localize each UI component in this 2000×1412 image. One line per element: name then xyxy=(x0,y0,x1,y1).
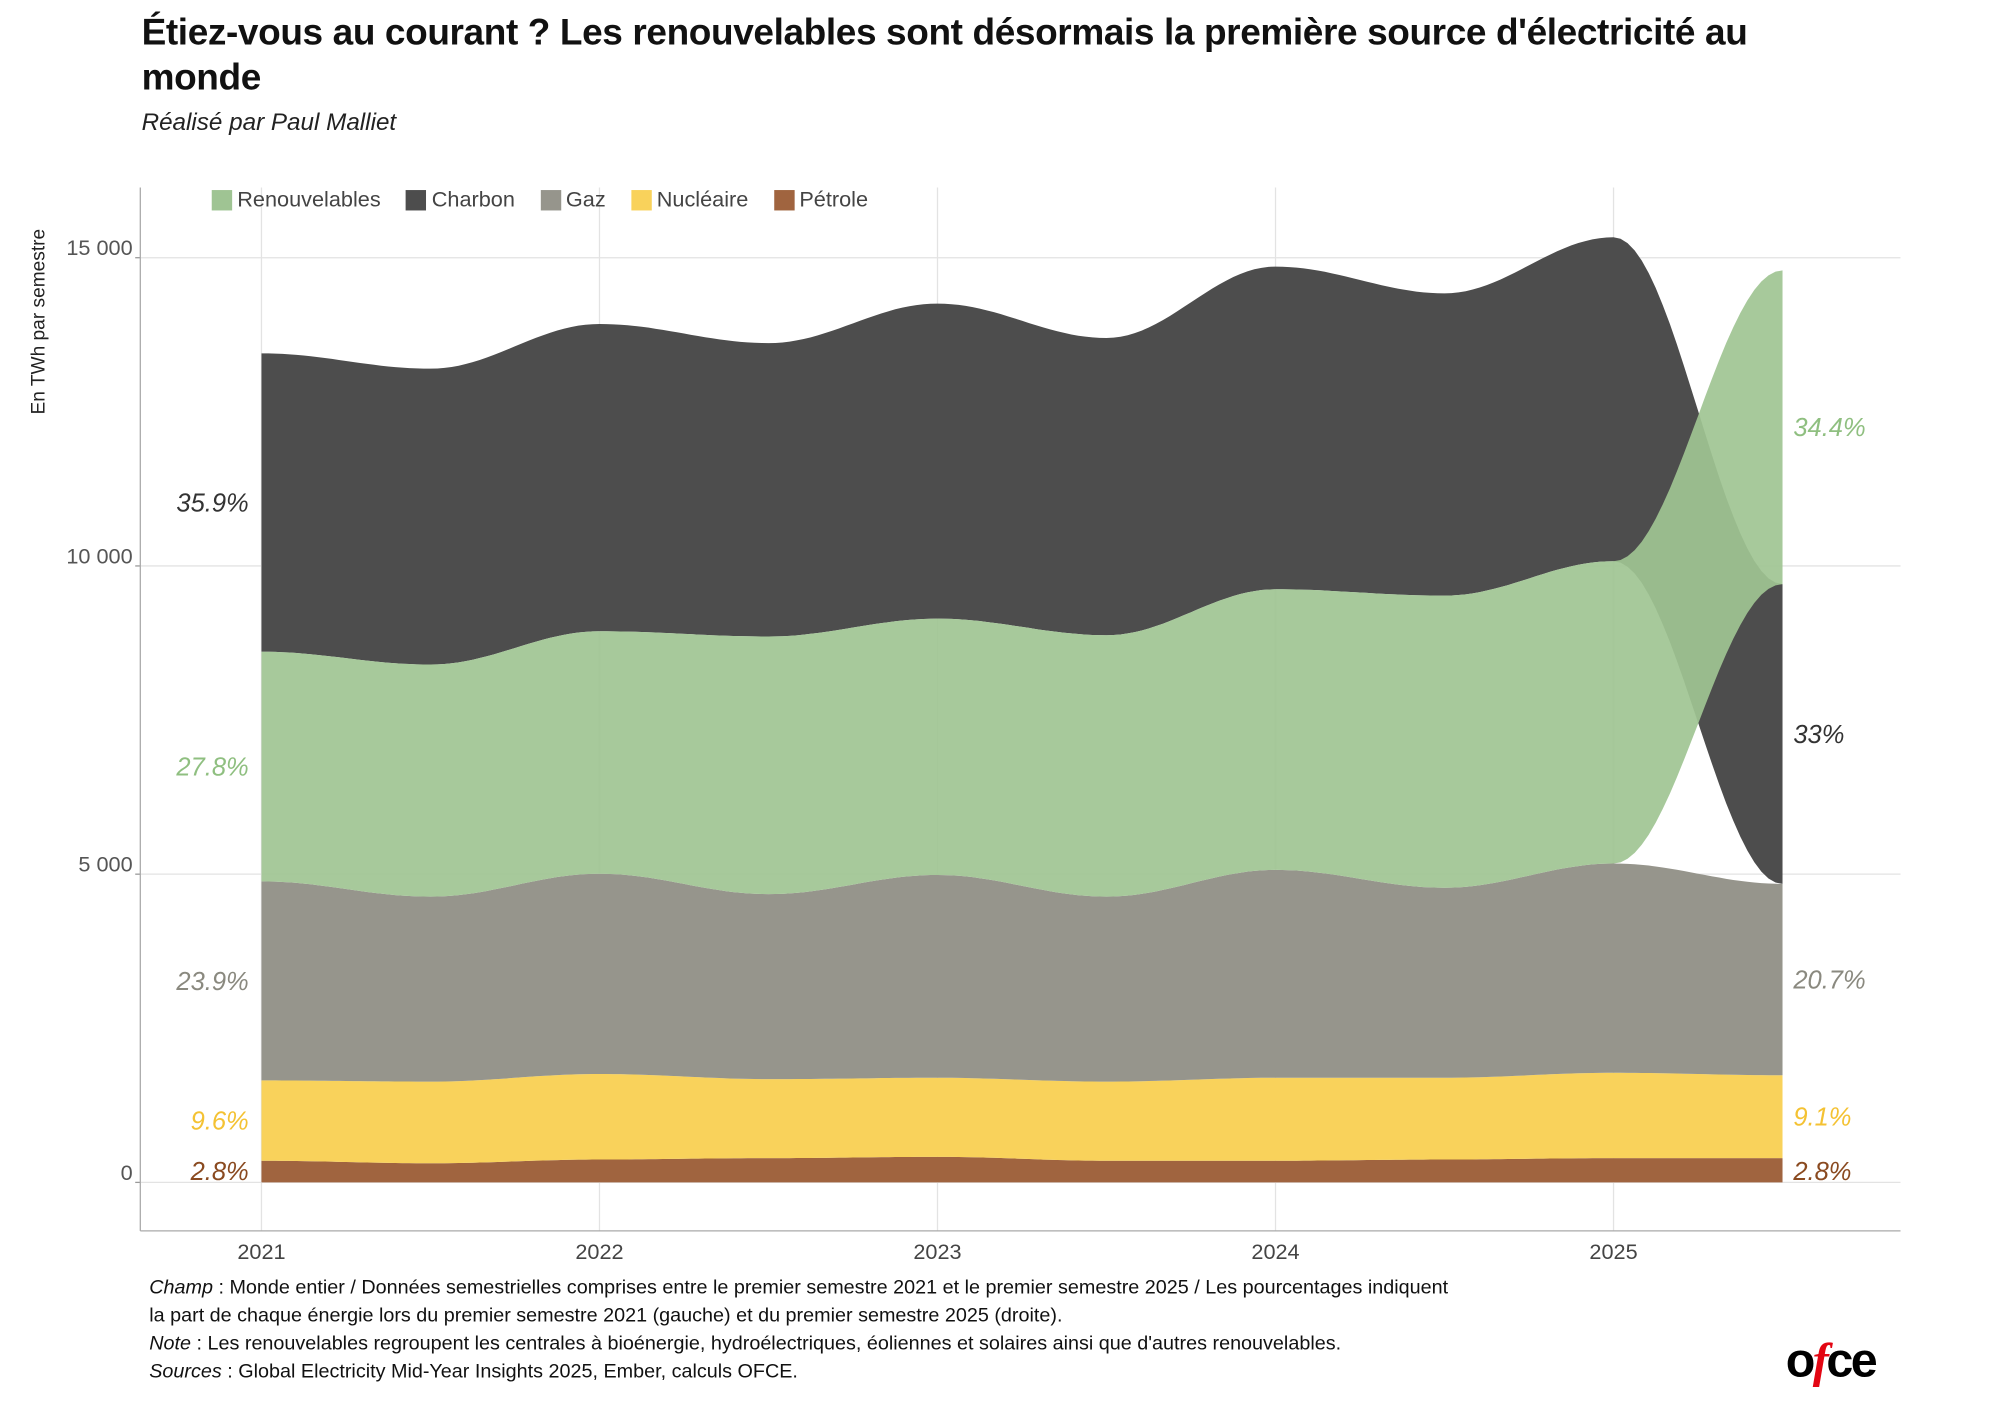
logo-o: o xyxy=(1785,1334,1816,1388)
x-tick-label: 2025 xyxy=(1589,1239,1637,1264)
legend: Renouvelables Charbon Gaz Nucléaire Pétrole xyxy=(211,187,869,213)
legend-swatch xyxy=(406,190,427,211)
percent-label-right: 20.7% xyxy=(1792,967,1865,995)
percent-label-left: 35.9% xyxy=(176,489,248,517)
footer-sources: Sources : Global Electricity Mid-Year In… xyxy=(149,1358,1448,1386)
y-tick-label: 15 000 xyxy=(66,235,132,260)
percent-label-right: 2.8% xyxy=(1792,1158,1851,1186)
area-charbon xyxy=(261,237,1783,884)
legend-label: Gaz xyxy=(565,187,606,212)
y-tick-label: 0 xyxy=(121,1160,133,1185)
legend-item: Renouvelables xyxy=(211,187,381,213)
champ-label: Champ xyxy=(149,1276,213,1299)
sources-label: Sources xyxy=(149,1360,222,1383)
x-tick-label: 2021 xyxy=(237,1239,285,1264)
footer-note: Note : Les renouvelables regroupent les … xyxy=(149,1330,1448,1358)
champ-text: : Monde entier / Données semestrielles c… xyxy=(212,1276,1449,1299)
legend-item: Gaz xyxy=(540,187,606,213)
area-gaz xyxy=(261,863,1783,1082)
legend-item: Pétrole xyxy=(773,187,869,213)
note-text: : Les renouvelables regroupent les centr… xyxy=(191,1332,1342,1355)
legend-label: Nucléaire xyxy=(656,187,749,212)
footer-champ: Champ : Monde entier / Données semestrie… xyxy=(149,1274,1448,1302)
legend-item: Nucléaire xyxy=(631,187,748,213)
ofce-logo: ofce xyxy=(1785,1333,1878,1389)
legend-label: Charbon xyxy=(431,187,515,212)
legend-swatch xyxy=(631,190,652,211)
legend-swatch xyxy=(773,190,795,211)
x-tick-label: 2022 xyxy=(575,1239,623,1264)
footer-champ-2: la part de chaque énergie lors du premie… xyxy=(149,1304,1063,1327)
area-nucléaire xyxy=(261,1072,1783,1164)
legend-label: Pétrole xyxy=(799,187,869,212)
area-renouvelables xyxy=(261,270,1783,897)
percent-label-left: 27.8% xyxy=(175,753,248,781)
logo-f: f xyxy=(1812,1334,1829,1388)
percent-label-right: 9.1% xyxy=(1793,1104,1851,1132)
percent-label-left: 9.6% xyxy=(191,1107,249,1135)
y-tick-label: 5 000 xyxy=(78,852,132,877)
percent-label-left: 2.8% xyxy=(190,1158,249,1186)
legend-swatch xyxy=(540,190,561,211)
y-tick-label: 10 000 xyxy=(66,543,132,568)
legend-label: Renouvelables xyxy=(237,187,381,212)
sources-text: : Global Electricity Mid-Year Insights 2… xyxy=(221,1360,798,1383)
chart-subtitle: Réalisé par Paul Malliet xyxy=(141,109,397,137)
legend-swatch xyxy=(211,190,233,211)
logo-ce: ce xyxy=(1826,1334,1877,1388)
note-label: Note xyxy=(149,1332,192,1355)
percent-label-left: 23.9% xyxy=(175,968,248,996)
x-tick-label: 2023 xyxy=(913,1239,961,1264)
percent-label-right: 33% xyxy=(1793,721,1844,749)
footer-notes: Champ : Monde entier / Données semestrie… xyxy=(149,1274,1448,1386)
percent-label-right: 34.4% xyxy=(1793,414,1865,442)
x-tick-label: 2024 xyxy=(1251,1239,1299,1264)
area-pétrole xyxy=(261,1156,1783,1183)
chart-title: Étiez-vous au courant ? Les renouvelable… xyxy=(141,12,1748,99)
legend-item: Charbon xyxy=(406,187,515,213)
